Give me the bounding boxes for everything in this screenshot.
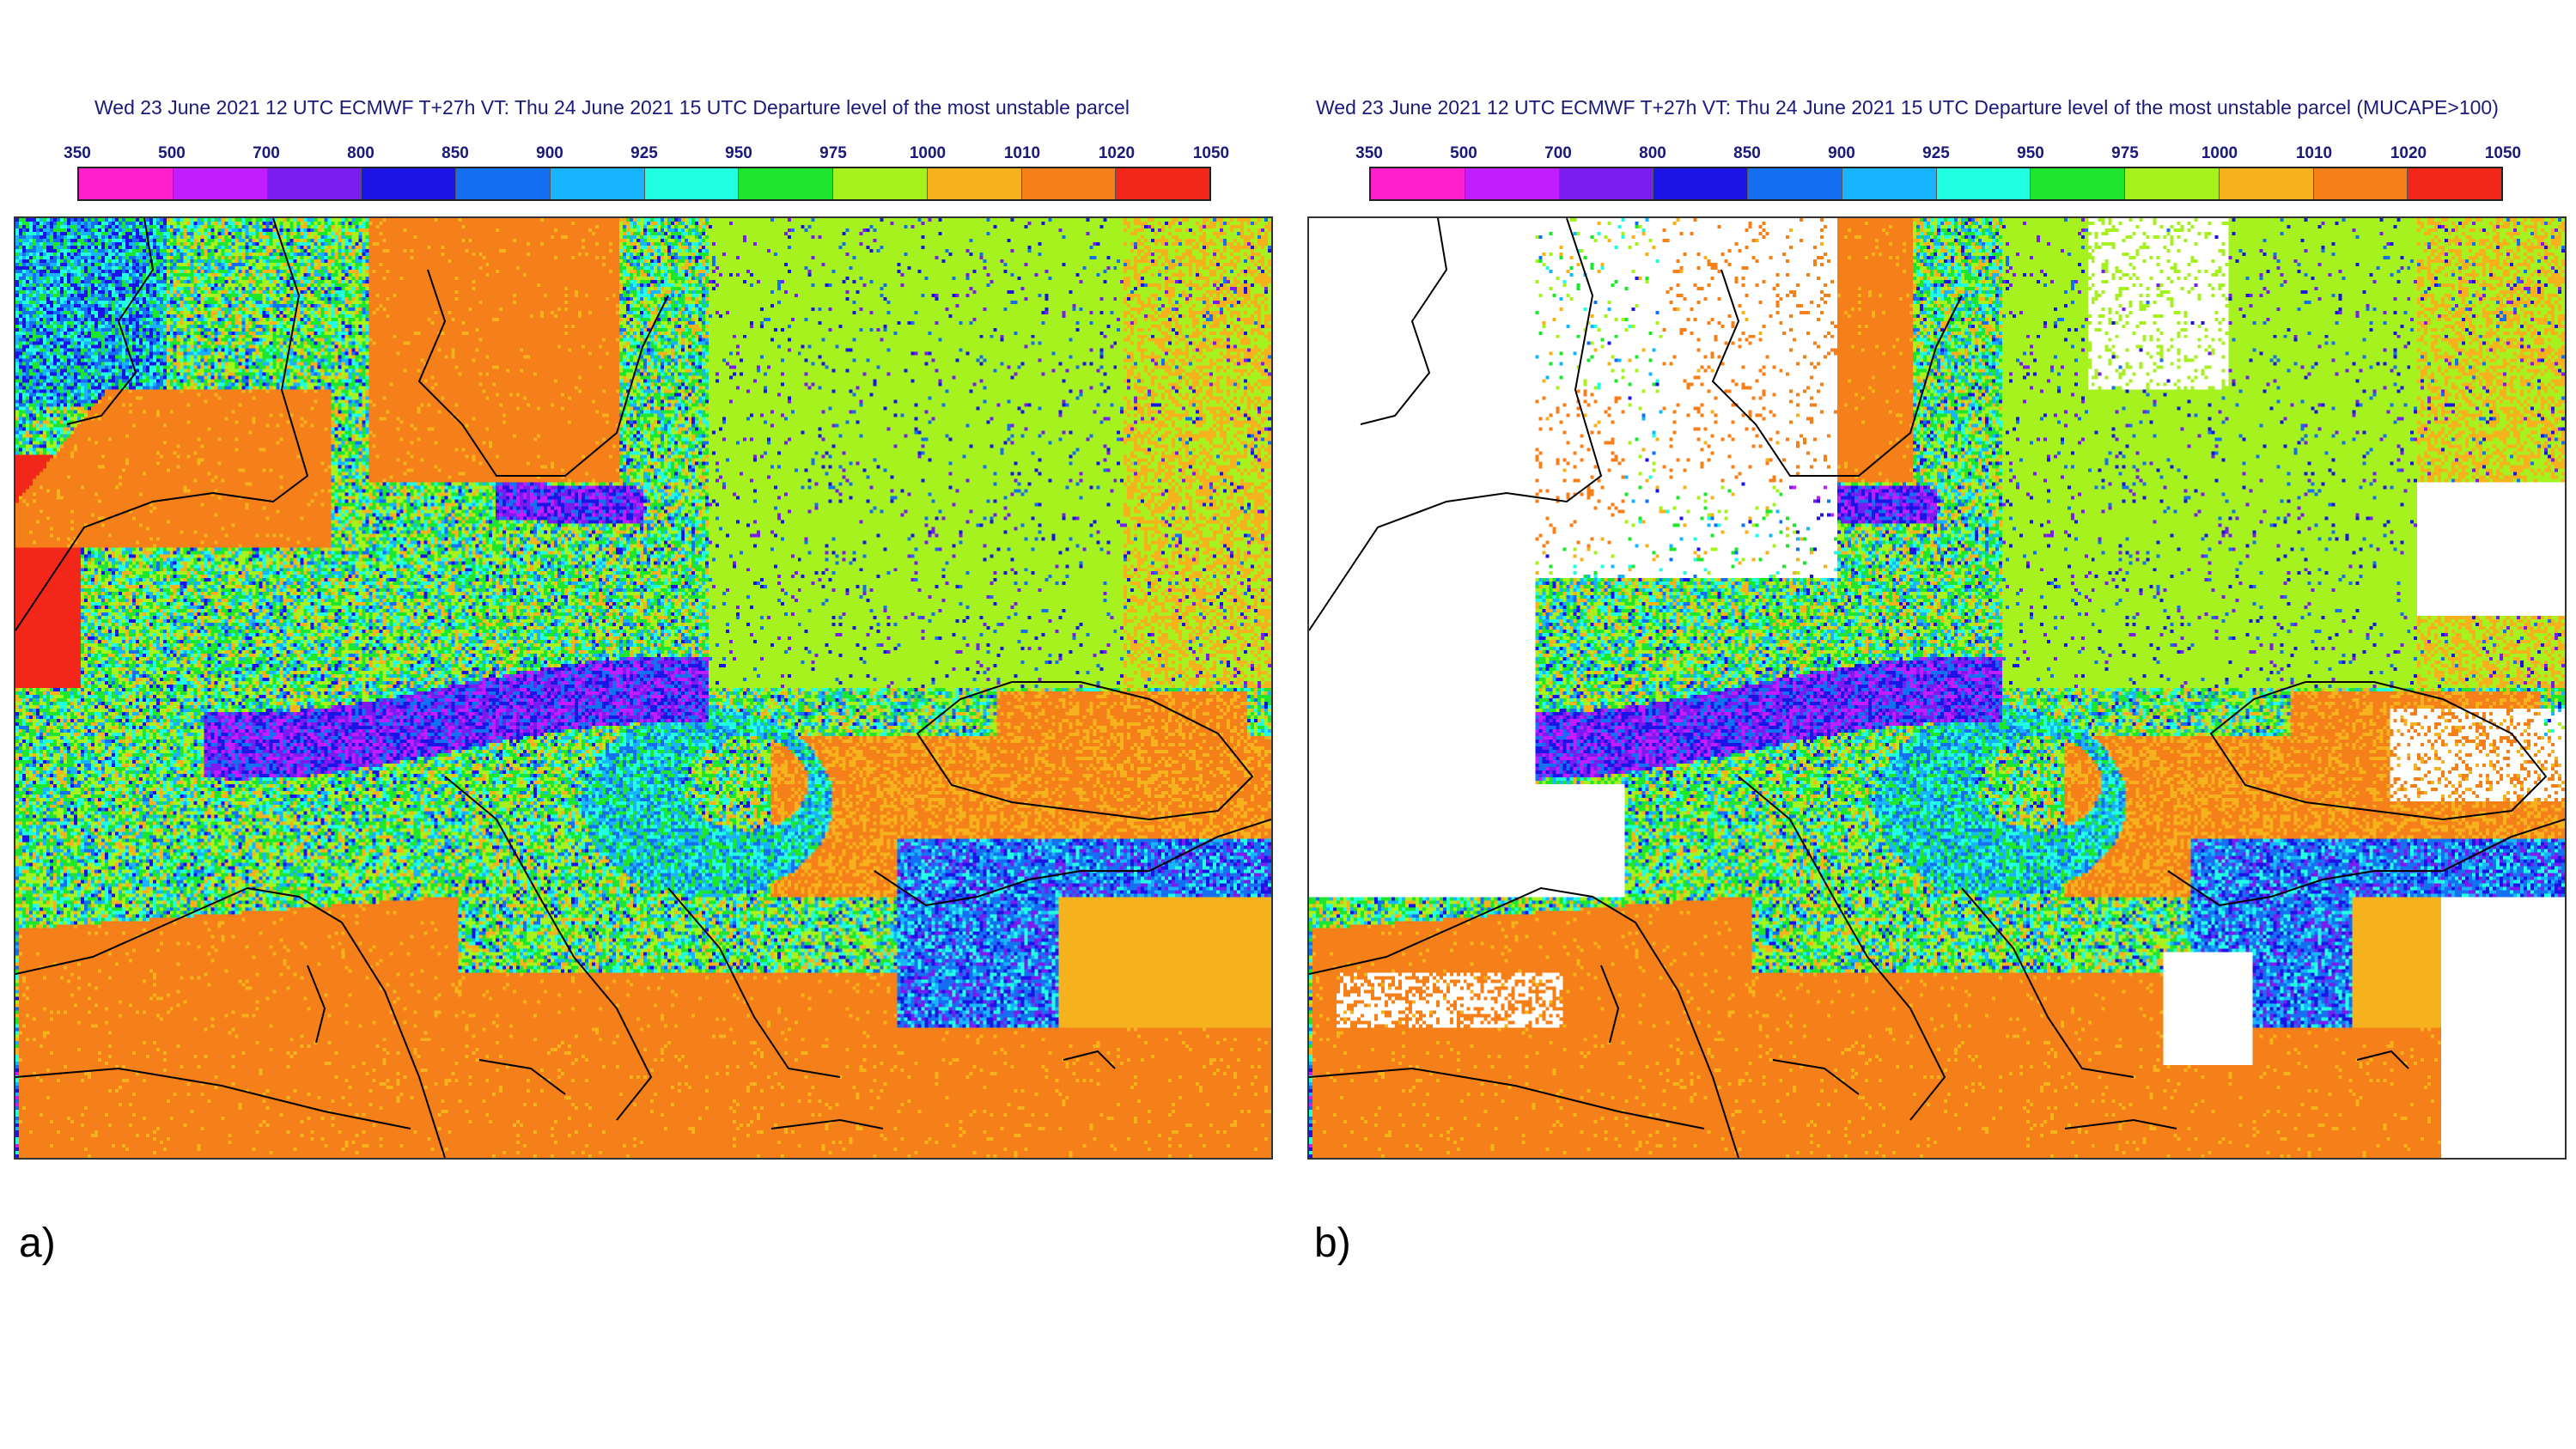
legend-color-bar xyxy=(1369,167,2503,201)
legend-swatch xyxy=(1748,168,1842,199)
legend-swatch xyxy=(1465,168,1560,199)
legend-color-bar xyxy=(77,167,1211,201)
legend-level-label: 975 xyxy=(819,144,847,162)
legend-level-label: 350 xyxy=(1355,144,1383,162)
panel-label: a) xyxy=(19,1221,56,1266)
legend-level-label: 1020 xyxy=(1098,144,1136,162)
legend-swatch xyxy=(173,168,268,199)
legend-level-label: 1000 xyxy=(2201,144,2238,162)
legend-swatch xyxy=(1559,168,1654,199)
legend-level-label: 1050 xyxy=(2484,144,2522,162)
legend-swatch xyxy=(1021,168,1117,199)
legend-level-label: 925 xyxy=(1922,144,1950,162)
legend-swatch xyxy=(79,168,174,199)
map-title: Wed 23 June 2021 12 UTC ECMWF T+27h VT: … xyxy=(1316,96,2499,119)
legend-level-label: 1010 xyxy=(1003,144,1041,162)
legend-labels: 350 500 700 800 850 900 925 950 975 1000 1010 1020 1… xyxy=(64,144,1229,167)
legend-level-label: 350 xyxy=(64,144,91,162)
legend-swatch xyxy=(1842,168,1937,199)
legend-swatch xyxy=(739,168,833,199)
legend-swatch xyxy=(2313,168,2409,199)
legend-level-label: 925 xyxy=(630,144,658,162)
legend-level-label: 950 xyxy=(2017,144,2044,162)
legend-swatch xyxy=(2219,168,2314,199)
legend-level-label: 1000 xyxy=(909,144,947,162)
legend-level-label: 1020 xyxy=(2390,144,2427,162)
legend-swatch xyxy=(1371,168,1465,199)
legend-level-label: 1050 xyxy=(1192,144,1230,162)
legend-level-label: 700 xyxy=(253,144,280,162)
legend-swatch xyxy=(362,168,456,199)
legend-level-label: 500 xyxy=(1450,144,1477,162)
legend-swatch xyxy=(1116,168,1209,199)
legend-level-label: 900 xyxy=(536,144,563,162)
legend-level-label: 700 xyxy=(1544,144,1572,162)
legend-level-label: 800 xyxy=(347,144,375,162)
legend-level-label: 850 xyxy=(442,144,469,162)
map-title: Wed 23 June 2021 12 UTC ECMWF T+27h VT: … xyxy=(94,96,1130,119)
color-legend: 350 500 700 800 850 900 925 950 975 1000 1010 1020 1… xyxy=(64,144,1229,201)
legend-level-label: 950 xyxy=(725,144,752,162)
legend-swatch xyxy=(267,168,362,199)
legend-swatch xyxy=(927,168,1022,199)
parcel-level-field xyxy=(15,218,1271,1158)
map-frame[interactable] xyxy=(14,216,1273,1160)
legend-level-label: 975 xyxy=(2111,144,2139,162)
legend-level-label: 800 xyxy=(1639,144,1666,162)
legend-swatch xyxy=(2408,168,2501,199)
legend-swatch xyxy=(456,168,551,199)
legend-swatch xyxy=(1936,168,2031,199)
parcel-level-field-masked xyxy=(1309,218,2565,1158)
color-legend: 350 500 700 800 850 900 925 950 975 1000 1010 1020 1… xyxy=(1355,144,2521,201)
legend-swatch xyxy=(644,168,740,199)
legend-level-label: 1010 xyxy=(2295,144,2333,162)
legend-swatch xyxy=(550,168,645,199)
legend-swatch xyxy=(2031,168,2125,199)
legend-swatch xyxy=(2125,168,2220,199)
panel-label: b) xyxy=(1314,1221,1351,1266)
legend-level-label: 900 xyxy=(1828,144,1855,162)
legend-swatch xyxy=(1653,168,1748,199)
legend-level-label: 850 xyxy=(1733,144,1761,162)
legend-level-label: 500 xyxy=(158,144,186,162)
legend-swatch xyxy=(833,168,928,199)
legend-labels: 350 500 700 800 850 900 925 950 975 1000 1010 1020 1… xyxy=(1355,144,2521,167)
map-frame[interactable] xyxy=(1307,216,2567,1160)
